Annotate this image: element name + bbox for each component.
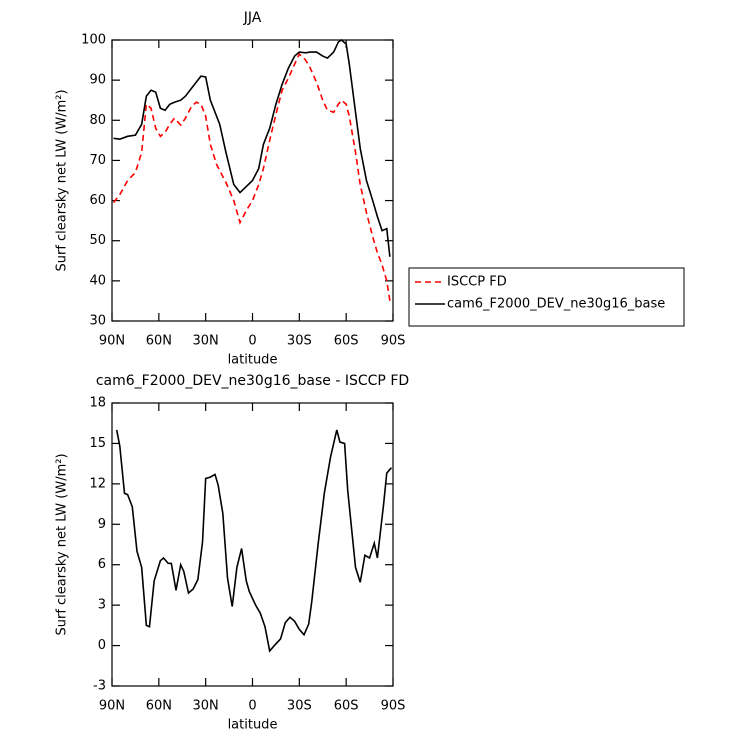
x-tick-label: 90N xyxy=(99,334,125,349)
x-tick-label: 30S xyxy=(287,699,312,714)
x-tick-label: 60N xyxy=(146,334,172,349)
y-tick-label: 30 xyxy=(89,314,106,329)
x-tick-label: 30S xyxy=(287,334,312,349)
x-tick-label: 60S xyxy=(334,334,359,349)
data-line xyxy=(115,429,393,653)
y-tick-label: 12 xyxy=(89,476,106,491)
y-tick-label: 15 xyxy=(89,436,106,451)
y-tick-label: 100 xyxy=(81,33,106,48)
x-tick-label: 90S xyxy=(381,334,406,349)
y-tick-label: 90 xyxy=(89,73,106,88)
x-tick-label: 90N xyxy=(99,699,125,714)
x-axis-label: latitude xyxy=(228,718,278,733)
y-tick-label: 3 xyxy=(98,598,106,613)
y-tick-label: 60 xyxy=(89,193,106,208)
y-axis-label: Surf clearsky net LW (W/m²) xyxy=(55,453,70,635)
x-tick-label: 90S xyxy=(381,699,406,714)
x-tick-label: 60N xyxy=(146,699,172,714)
y-tick-label: 80 xyxy=(89,113,106,128)
chart-title: cam6_F2000_DEV_ne30g16_base - ISCCP FD xyxy=(96,373,409,389)
y-tick-label: 70 xyxy=(89,153,106,168)
y-tick-label: 50 xyxy=(89,233,106,248)
plot-frame xyxy=(111,39,394,322)
chart-title: JJA xyxy=(243,10,262,26)
x-tick-label: 60S xyxy=(334,699,359,714)
y-tick-label: 0 xyxy=(98,638,106,653)
y-tick-label: 18 xyxy=(89,396,106,411)
y-axis-label: Surf clearsky net LW (W/m²) xyxy=(55,89,70,271)
x-axis-label: latitude xyxy=(228,353,278,368)
y-tick-label: 6 xyxy=(98,557,106,572)
plot-frame xyxy=(111,402,394,687)
x-tick-label: 30N xyxy=(193,334,219,349)
x-tick-label: 30N xyxy=(193,699,219,714)
data-line xyxy=(112,52,391,302)
legend-box xyxy=(408,267,685,327)
y-tick-label: -3 xyxy=(93,679,106,694)
y-tick-label: 40 xyxy=(89,273,106,288)
legend-label: ISCCP FD xyxy=(447,275,507,290)
x-tick-label: 0 xyxy=(248,699,256,714)
data-line xyxy=(113,39,391,257)
x-tick-label: 0 xyxy=(248,334,256,349)
legend-label: cam6_F2000_DEV_ne30g16_base xyxy=(447,297,665,312)
y-tick-label: 9 xyxy=(98,517,106,532)
